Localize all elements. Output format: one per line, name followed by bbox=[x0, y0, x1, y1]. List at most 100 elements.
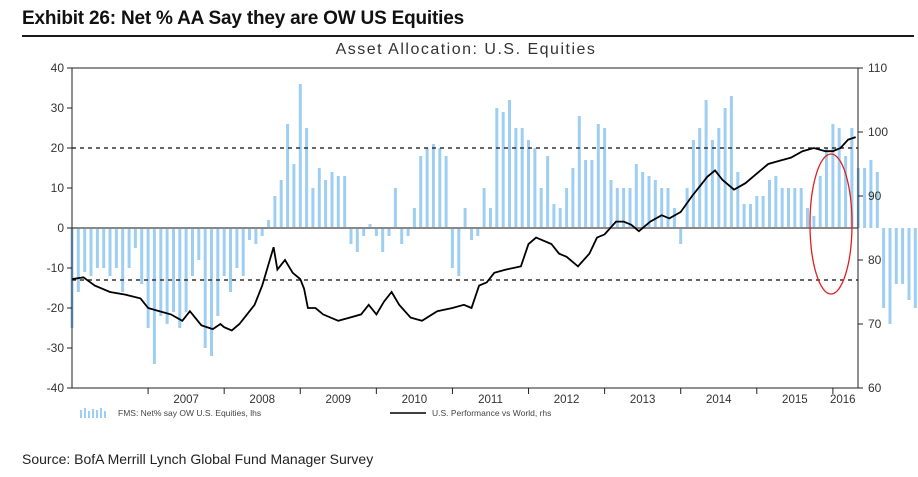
bars-series bbox=[70, 84, 917, 364]
bar-89 bbox=[634, 164, 638, 228]
bar-127 bbox=[875, 172, 879, 228]
bar-31 bbox=[267, 220, 271, 228]
left-tick-label-1: 30 bbox=[51, 101, 65, 115]
bar-100 bbox=[704, 100, 708, 228]
bar-45 bbox=[355, 228, 359, 252]
bar-28 bbox=[248, 228, 251, 240]
bar-79 bbox=[571, 168, 575, 228]
bar-83 bbox=[596, 124, 600, 228]
bar-65 bbox=[482, 188, 486, 228]
bar-128 bbox=[882, 228, 886, 308]
x-tick-label-2012: 2012 bbox=[554, 394, 580, 406]
bar-37 bbox=[305, 128, 309, 228]
bar-7 bbox=[114, 228, 118, 268]
bar-88 bbox=[628, 188, 632, 228]
x-tick-label-2014: 2014 bbox=[706, 394, 732, 406]
reference-lines bbox=[72, 147, 858, 281]
bar-90 bbox=[641, 172, 645, 228]
bar-91 bbox=[647, 176, 651, 228]
bar-62 bbox=[463, 208, 467, 228]
bar-92 bbox=[653, 180, 657, 228]
left-tick-label-3: 10 bbox=[51, 181, 65, 195]
bar-58 bbox=[438, 148, 442, 228]
exhibit-title: Exhibit 26: Net % AA Say they are OW US … bbox=[22, 8, 464, 29]
bar-74 bbox=[539, 188, 543, 228]
bar-75 bbox=[546, 156, 550, 228]
bar-96 bbox=[679, 228, 683, 244]
bar-87 bbox=[622, 188, 626, 228]
bar-78 bbox=[565, 188, 569, 228]
bar-111 bbox=[774, 176, 778, 228]
bar-36 bbox=[298, 84, 302, 228]
performance-line bbox=[71, 136, 856, 332]
title-rule bbox=[22, 35, 914, 37]
bar-133 bbox=[913, 228, 917, 308]
x-tick-label-2007: 2007 bbox=[173, 394, 199, 406]
bar-68 bbox=[501, 112, 505, 228]
bar-17 bbox=[178, 228, 182, 328]
bar-66 bbox=[489, 208, 492, 228]
bar-63 bbox=[470, 228, 473, 240]
bar-80 bbox=[577, 116, 581, 228]
bar-130 bbox=[894, 228, 898, 284]
bar-14 bbox=[159, 228, 163, 316]
bar-129 bbox=[888, 228, 892, 324]
bar-125 bbox=[863, 168, 867, 228]
x-tick-label-2010: 2010 bbox=[402, 394, 428, 406]
bar-120 bbox=[831, 124, 835, 228]
bar-104 bbox=[729, 96, 733, 228]
bar-69 bbox=[508, 100, 511, 228]
legend-line-label: U.S. Performance vs World, rhs bbox=[432, 408, 551, 418]
bar-85 bbox=[609, 180, 613, 228]
x-tick-label-2016: 2016 bbox=[830, 394, 856, 406]
bar-4 bbox=[95, 228, 99, 268]
bar-23 bbox=[216, 228, 220, 316]
left-axis: 40 30 20 10 0 -10 -20 -30 -40 bbox=[47, 61, 72, 395]
bar-114 bbox=[793, 188, 797, 228]
right-tick-label-5: 60 bbox=[868, 381, 882, 395]
bar-8 bbox=[121, 228, 125, 292]
bar-40 bbox=[324, 180, 328, 228]
bar-113 bbox=[787, 188, 790, 228]
x-tick-label-2013: 2013 bbox=[630, 394, 656, 406]
left-tick-label-0: 40 bbox=[51, 61, 65, 75]
bar-126 bbox=[869, 160, 873, 228]
bar-18 bbox=[184, 228, 188, 312]
bar-121 bbox=[837, 128, 841, 228]
left-tick-label-7: -30 bbox=[47, 341, 65, 355]
bar-9 bbox=[127, 228, 131, 268]
bar-16 bbox=[172, 228, 175, 312]
x-tick-label-2008: 2008 bbox=[249, 394, 275, 406]
bar-108 bbox=[755, 196, 759, 228]
bar-94 bbox=[666, 188, 670, 228]
left-tick-label-8: -40 bbox=[47, 381, 65, 395]
bar-19 bbox=[191, 228, 194, 276]
bar-26 bbox=[235, 228, 239, 268]
x-tick-label-2015: 2015 bbox=[782, 394, 808, 406]
chart: Asset Allocation: U.S. Equities 40302010… bbox=[47, 41, 917, 418]
bar-82 bbox=[590, 160, 594, 228]
left-tick-label-6: -20 bbox=[47, 301, 65, 315]
source-note: Source: BofA Merrill Lynch Global Fund M… bbox=[22, 451, 374, 467]
bar-98 bbox=[691, 140, 695, 228]
bar-61 bbox=[457, 228, 461, 276]
x-tick-label-2009: 2009 bbox=[326, 394, 352, 406]
left-tick-label-2: 20 bbox=[51, 141, 65, 155]
bar-20 bbox=[197, 228, 201, 260]
bar-60 bbox=[450, 228, 454, 268]
bar-29 bbox=[254, 228, 258, 244]
bar-25 bbox=[229, 228, 232, 292]
bar-35 bbox=[292, 164, 296, 228]
bar-46 bbox=[362, 228, 366, 236]
left-tick-label-5: -10 bbox=[47, 261, 65, 275]
bar-11 bbox=[140, 228, 144, 284]
bar-38 bbox=[311, 188, 315, 228]
bar-81 bbox=[584, 160, 588, 228]
bar-59 bbox=[444, 156, 448, 228]
bar-50 bbox=[387, 228, 391, 236]
bar-54 bbox=[412, 208, 416, 228]
legend-bar-swatch bbox=[80, 408, 106, 418]
bar-15 bbox=[165, 228, 169, 324]
bar-72 bbox=[527, 140, 530, 228]
bar-39 bbox=[317, 168, 321, 228]
